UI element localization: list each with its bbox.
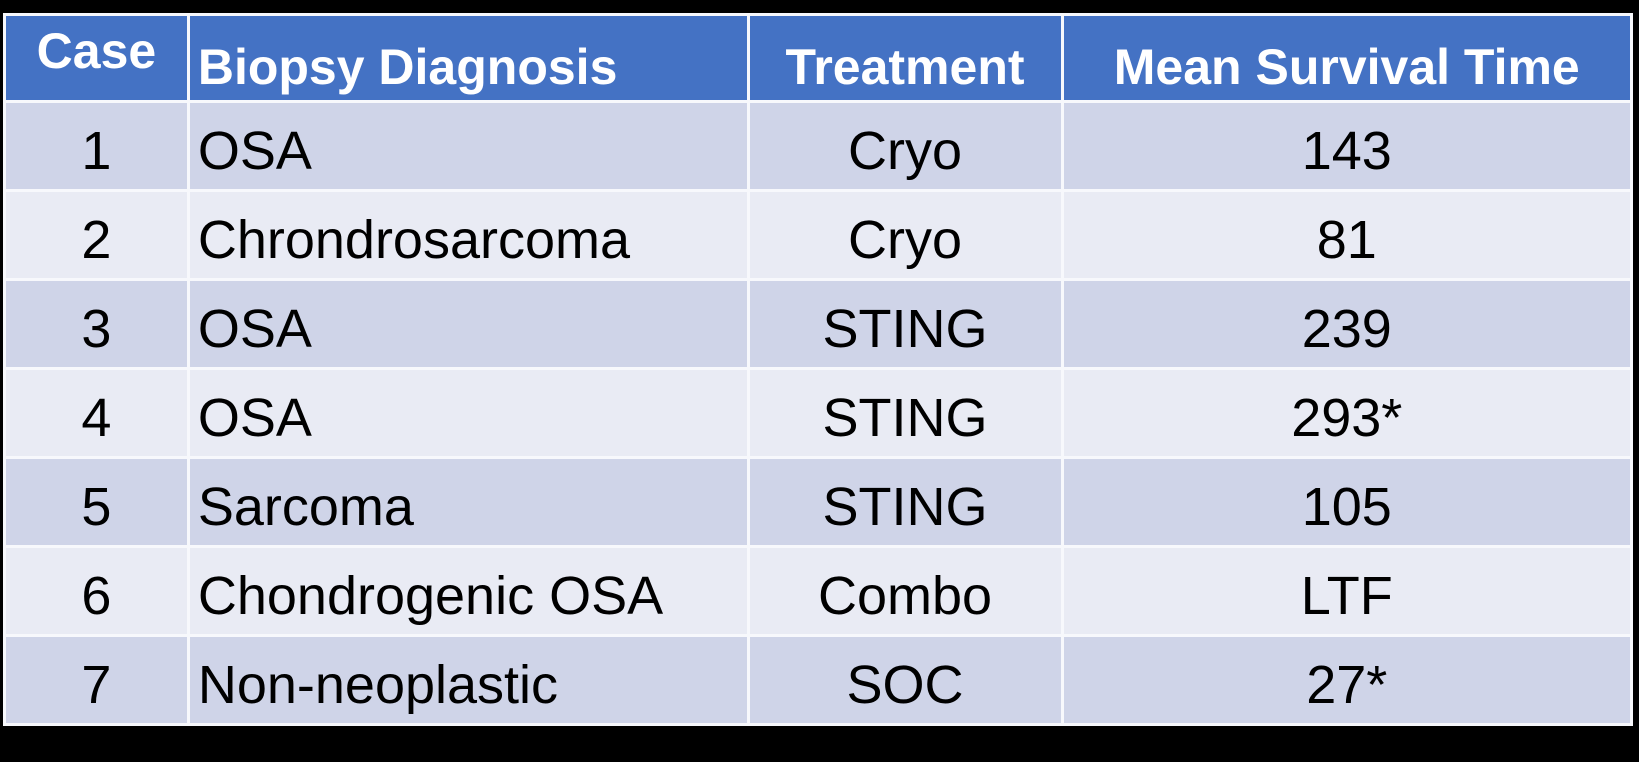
table-row: 1 OSA Cryo 143 [3,100,1634,192]
cell-survival: LTF [1060,545,1634,637]
cell-treatment: STING [746,367,1064,459]
cell-diagnosis: OSA [186,100,750,192]
header-row: Case Biopsy Diagnosis Treatment Mean Sur… [3,13,1634,103]
column-header-biopsy-diagnosis: Biopsy Diagnosis [186,13,750,103]
cell-treatment: SOC [746,634,1064,726]
cell-diagnosis: Chondrogenic OSA [186,545,750,637]
survival-table: Case Biopsy Diagnosis Treatment Mean Sur… [3,13,1634,726]
cell-survival: 293* [1060,367,1634,459]
table-row: 5 Sarcoma STING 105 [3,456,1634,548]
cell-diagnosis: Non-neoplastic [186,634,750,726]
cell-case: 5 [3,456,190,548]
cell-survival: 105 [1060,456,1634,548]
cell-case: 4 [3,367,190,459]
cell-diagnosis: Chrondrosarcoma [186,189,750,281]
cell-treatment: Cryo [746,189,1064,281]
cell-treatment: STING [746,278,1064,370]
cell-case: 2 [3,189,190,281]
cell-case: 6 [3,545,190,637]
cell-survival: 239 [1060,278,1634,370]
cell-survival: 143 [1060,100,1634,192]
cell-case: 1 [3,100,190,192]
cell-survival: 81 [1060,189,1634,281]
column-header-case: Case [3,13,190,103]
cell-diagnosis: OSA [186,367,750,459]
cell-treatment: STING [746,456,1064,548]
cell-case: 7 [3,634,190,726]
column-header-mean-survival-time: Mean Survival Time [1060,13,1634,103]
cell-survival: 27* [1060,634,1634,726]
column-header-treatment: Treatment [746,13,1064,103]
table-row: 3 OSA STING 239 [3,278,1634,370]
table-row: 4 OSA STING 293* [3,367,1634,459]
cell-diagnosis: OSA [186,278,750,370]
cell-diagnosis: Sarcoma [186,456,750,548]
cell-treatment: Cryo [746,100,1064,192]
cell-treatment: Combo [746,545,1064,637]
table-row: 7 Non-neoplastic SOC 27* [3,634,1634,726]
table-row: 6 Chondrogenic OSA Combo LTF [3,545,1634,637]
cell-case: 3 [3,278,190,370]
table-row: 2 Chrondrosarcoma Cryo 81 [3,189,1634,281]
